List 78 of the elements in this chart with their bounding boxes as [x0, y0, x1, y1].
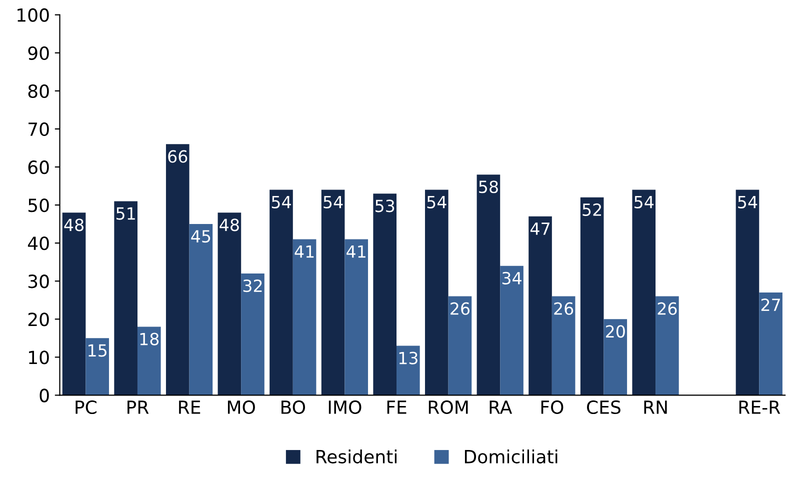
data-label: 45: [191, 230, 210, 243]
bar: [86, 338, 109, 396]
data-label: 54: [427, 196, 446, 208]
data-label: 41: [346, 245, 366, 258]
data-label: 47: [530, 222, 550, 235]
bar: [425, 190, 448, 396]
x-tick-label: BO: [282, 400, 306, 414]
bar: [552, 296, 576, 396]
y-tick-label: 40: [28, 236, 49, 250]
bar: [373, 194, 397, 396]
bar: [448, 296, 472, 396]
data-label: 66: [168, 150, 188, 163]
bar: [166, 144, 190, 396]
data-label: 54: [634, 196, 654, 208]
y-tick-label: 80: [28, 84, 49, 98]
data-label: 26: [450, 302, 470, 315]
data-label: 54: [738, 196, 758, 208]
bar: [114, 201, 138, 396]
bar: [736, 190, 760, 396]
data-label: 48: [220, 218, 239, 232]
data-label: 26: [658, 302, 677, 315]
bar: [580, 197, 604, 396]
bar: [292, 239, 316, 396]
data-label: 32: [243, 279, 262, 292]
x-tick-label: ROM: [428, 400, 468, 414]
data-label: 15: [88, 344, 106, 357]
data-label: 53: [376, 200, 394, 212]
x-tick-label: RN: [644, 400, 667, 414]
bar: [344, 239, 368, 396]
bar: [189, 224, 213, 396]
x-tick-label: IMO: [328, 400, 362, 414]
legend-label: Residenti: [316, 449, 397, 464]
data-label: 18: [140, 332, 159, 346]
data-label: 13: [399, 352, 418, 364]
x-tick-label: CES: [587, 400, 620, 414]
x-tick-label: FE: [387, 400, 406, 414]
bar: [270, 190, 293, 396]
bar: [137, 326, 161, 396]
y-tick-label: 90: [28, 46, 49, 60]
y-tick-label: 50: [28, 198, 49, 212]
x-tick-label: PR: [128, 400, 149, 414]
bar: [632, 190, 656, 396]
data-label: 26: [554, 302, 574, 315]
bar: [656, 296, 679, 396]
bar: [604, 319, 628, 396]
data-label: 54: [324, 196, 343, 208]
y-tick-label: 30: [28, 274, 49, 288]
y-tick-label: 60: [28, 160, 49, 174]
data-label: 51: [116, 207, 135, 220]
x-tick-label: PC: [76, 400, 96, 414]
data-label: 54: [272, 196, 291, 208]
data-label: 41: [294, 245, 314, 258]
x-tick-label: MO: [228, 400, 255, 414]
bar: [321, 190, 345, 396]
data-label: 48: [64, 218, 84, 232]
legend-label: Domiciliati: [464, 449, 558, 464]
bar: [218, 212, 242, 396]
bar: [476, 174, 500, 396]
y-tick-label: 0: [40, 388, 49, 402]
y-tick-label: 10: [29, 350, 49, 364]
x-tick-label: RE: [179, 400, 200, 414]
x-tick-label: FO: [541, 400, 564, 414]
bar: [62, 212, 86, 396]
bar: [241, 273, 264, 396]
y-tick-label: 100: [18, 8, 49, 22]
x-tick-label: RA: [490, 400, 512, 414]
data-label: 27: [761, 298, 780, 311]
x-tick-label: RE-R: [739, 400, 780, 414]
bar: [396, 346, 420, 396]
data-label: 52: [582, 203, 602, 216]
bar: [528, 216, 552, 396]
bar: [759, 292, 782, 396]
y-tick-label: 20: [28, 312, 49, 326]
data-label: 20: [606, 325, 625, 338]
data-label: 58: [479, 180, 498, 194]
y-tick-label: 70: [28, 122, 49, 136]
data-label: 34: [502, 272, 522, 284]
bar: [500, 266, 524, 396]
